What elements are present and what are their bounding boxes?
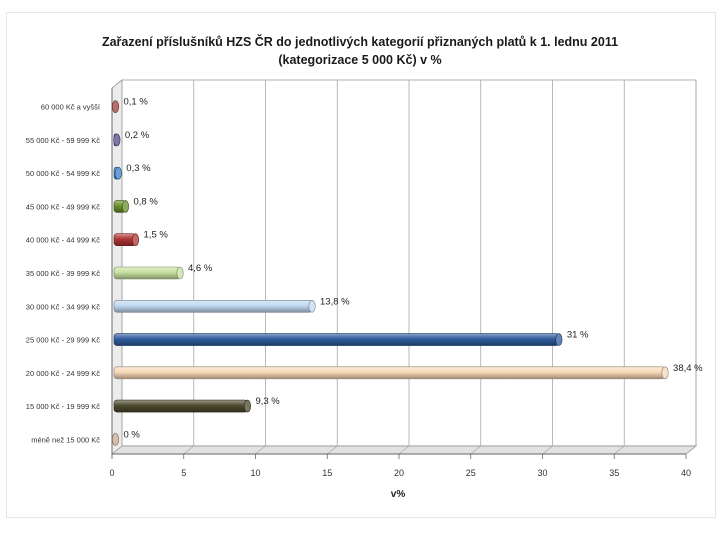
gridline-floor: [327, 445, 338, 455]
bar-end-cap: [113, 133, 121, 147]
x-tick-label: 5: [181, 468, 186, 478]
bar-end-cap: [176, 266, 184, 280]
x-axis-label: v%: [391, 489, 406, 500]
bar-end-cap: [112, 433, 120, 446]
y-category-label: 35 000 Kč - 39 999 Kč: [26, 269, 100, 278]
y-category-label: méně než 15 000 Kč: [31, 435, 100, 444]
x-axis-tick-labels: 0 5 10 15 20 25 30 35 40: [109, 468, 691, 478]
x-tick-label: 35: [609, 468, 619, 478]
bar: [113, 266, 181, 280]
bar-end-cap: [114, 166, 122, 180]
y-category-label: 55 000 Kč - 59 999 Kč: [26, 136, 100, 145]
bar-end-cap: [243, 399, 251, 413]
bar: [113, 333, 560, 346]
bar-end-cap: [121, 200, 129, 213]
gridline-floor: [255, 445, 266, 455]
y-axis-labels: 60 000 Kč a vyšší 55 000 Kč - 59 999 Kč 50…: [26, 103, 101, 445]
x-tick-label: 30: [537, 468, 547, 478]
bar-end-cap: [555, 333, 563, 346]
bar: [113, 366, 666, 380]
gridline-floor: [614, 445, 625, 455]
data-label: 1,5 %: [144, 230, 169, 241]
bar: [113, 299, 313, 313]
data-label: 0,1 %: [124, 97, 149, 108]
y-category-label: 45 000 Kč - 49 999 Kč: [26, 202, 100, 211]
y-category-label: 25 000 Kč - 29 999 Kč: [26, 336, 100, 345]
x-tick-label: 15: [322, 468, 332, 478]
y-category-label: 50 000 Kč - 54 999 Kč: [26, 169, 100, 178]
data-label: 4,6 %: [188, 263, 213, 274]
data-label: 0,3 %: [126, 163, 151, 174]
chart-title: Zařazení příslušníků HZS ČR do jednotliv…: [102, 34, 618, 49]
x-tick-label: 10: [250, 468, 260, 478]
data-label: 9,3 %: [255, 396, 280, 407]
data-labels: 0,1 % 0,2 % 0,3 % 0,8 % 1,5 % 4,6 % 13,8 % 31 %…: [124, 97, 704, 441]
data-label: 0,2 %: [125, 130, 150, 141]
x-tick-label: 25: [466, 468, 476, 478]
gridlines: [111, 80, 697, 459]
data-label: 0 %: [124, 429, 141, 440]
y-category-label: 40 000 Kč - 44 999 Kč: [26, 236, 100, 245]
gridline-floor: [685, 445, 697, 455]
bar-end-cap: [661, 366, 669, 380]
gridline-floor: [111, 445, 123, 455]
gridline-floor: [470, 445, 481, 455]
data-label: 13,8 %: [320, 296, 350, 307]
chart-subtitle: (kategorizace 5 000 Kč) v %: [278, 53, 441, 67]
x-tick-label: 40: [681, 468, 691, 478]
y-category-label: 20 000 Kč - 24 999 Kč: [26, 369, 100, 378]
gridline-floor: [542, 445, 553, 455]
gridline-floor: [398, 445, 410, 455]
data-label: 38,4 %: [673, 363, 703, 374]
y-category-label: 60 000 Kč a vyšší: [41, 103, 101, 112]
x-tick-label: 0: [109, 468, 114, 478]
bar-end-cap: [308, 299, 316, 313]
data-label: 31 %: [567, 330, 589, 341]
bar-end-cap: [132, 233, 140, 247]
x-tick-label: 20: [394, 468, 404, 478]
bar-end-cap: [112, 100, 120, 113]
y-category-label: 15 000 Kč - 19 999 Kč: [26, 402, 100, 411]
bar: [113, 399, 248, 413]
gridline-floor: [183, 445, 194, 455]
bars: [112, 100, 669, 446]
y-category-label: 30 000 Kč - 34 999 Kč: [26, 302, 100, 311]
data-label: 0,8 %: [133, 196, 158, 207]
